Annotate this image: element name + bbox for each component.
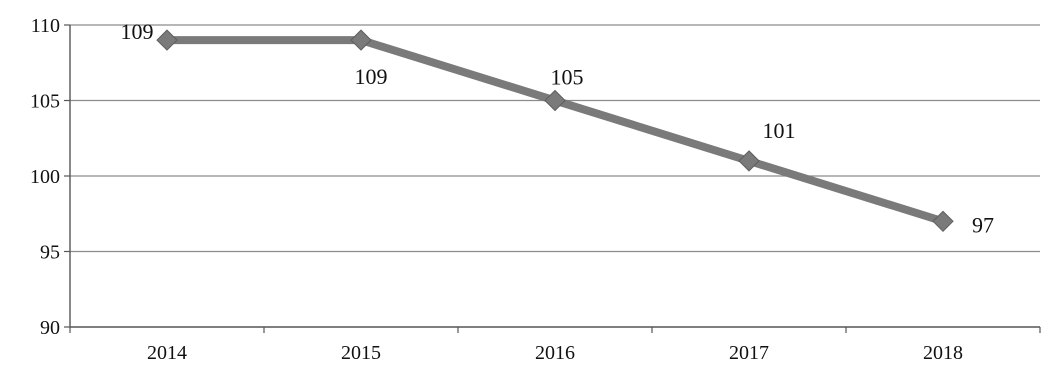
- data-point-marker: [156, 29, 178, 51]
- x-tick-label: 2017: [729, 342, 769, 364]
- data-label: 101: [763, 118, 796, 143]
- x-tick-label: 2016: [535, 342, 575, 364]
- markers: [156, 29, 954, 233]
- data-point-marker: [350, 29, 372, 51]
- y-tick-label: 105: [30, 91, 60, 113]
- data-label: 109: [355, 64, 388, 89]
- y-tick-label: 90: [40, 317, 60, 339]
- y-axis-tick-labels: 90 95 100 105 110: [30, 15, 60, 339]
- data-point-marker: [544, 89, 566, 112]
- x-tick-label: 2014: [147, 342, 187, 364]
- data-point-marker: [738, 150, 760, 172]
- data-label: 109: [121, 19, 154, 44]
- data-labels: 109 109 105 101 97: [121, 19, 995, 237]
- data-label: 97: [972, 212, 994, 237]
- x-axis-tick-labels: 2014 2015 2016 2017 2018: [147, 342, 963, 364]
- axes: [64, 24, 1041, 333]
- data-label: 105: [551, 65, 584, 90]
- x-tick-label: 2015: [341, 342, 381, 364]
- y-tick-label: 110: [31, 15, 60, 37]
- y-tick-label: 95: [40, 242, 60, 264]
- data-point-marker: [932, 210, 954, 233]
- y-tick-label: 100: [30, 166, 60, 188]
- x-tick-label: 2018: [923, 342, 963, 364]
- gridlines: [70, 24, 1040, 253]
